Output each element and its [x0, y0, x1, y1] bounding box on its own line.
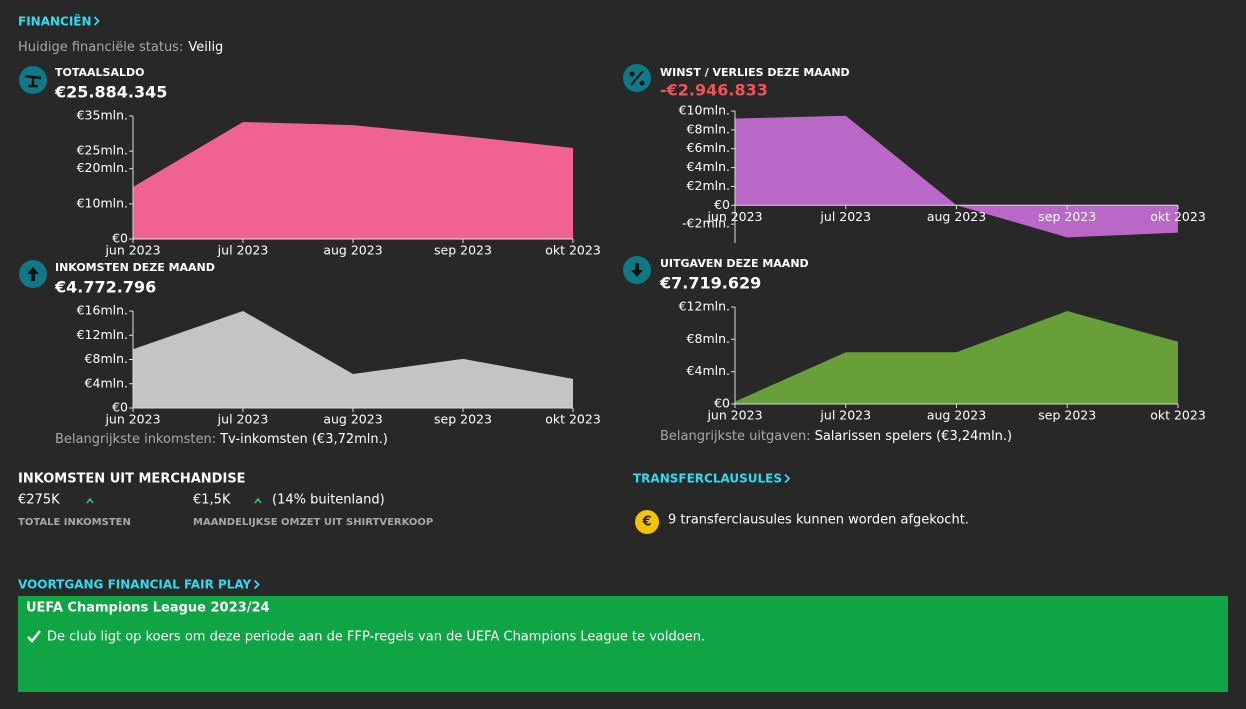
chart-panel: INKOMSTEN DEZE MAAND €4.772.796 €0 €4mln. €8…	[54, 261, 601, 447]
chart-panel: WINST / VERLIES DEZE MAAND -€2.946.833 -€2…	[660, 66, 1206, 243]
status-value: Veilig	[188, 40, 223, 55]
ffp-box-title: UEFA Champions League 2023/24	[26, 601, 270, 616]
y-tick-label: €10mln.	[679, 103, 730, 118]
merch-title: INKOMSTEN UIT MERCHANDISE	[18, 472, 246, 487]
area	[735, 311, 1178, 404]
x-tick-label: jun 2023	[104, 243, 160, 258]
euro-icon	[635, 510, 659, 534]
ffp-text: De club ligt op koers om deze periode aa…	[47, 630, 705, 645]
status-label: Huidige financiële status:	[18, 40, 183, 55]
panel-value: €7.719.629	[659, 274, 761, 293]
y-tick-label: €4mln.	[687, 363, 730, 378]
y-tick-label: €12mln.	[679, 299, 730, 314]
y-tick-label: €4mln.	[85, 375, 128, 390]
x-tick-label: sep 2023	[1038, 408, 1096, 423]
x-tick-label: aug 2023	[323, 412, 382, 427]
y-tick-label: €20mln.	[77, 160, 128, 175]
note-value: Salarissen spelers (€3,24mln.)	[815, 429, 1013, 444]
icon-balance	[19, 66, 47, 94]
x-tick-label: jul 2023	[217, 243, 269, 258]
x-tick-label: jul 2023	[819, 408, 871, 423]
y-tick-label: €0	[112, 400, 128, 415]
finance-link[interactable]: FINANCIËN	[18, 14, 92, 29]
note-value: Tv-inkomsten (€3,72mln.)	[219, 432, 388, 447]
up-arrow	[254, 497, 262, 504]
euro-symbol: €	[641, 515, 651, 530]
x-tick-label: okt 2023	[545, 412, 601, 427]
ffp-box	[18, 596, 1228, 692]
note-label: Belangrijkste inkomsten:	[55, 432, 216, 447]
y-tick-label: €25mln.	[77, 143, 128, 158]
x-tick-label: jul 2023	[819, 209, 871, 224]
y-tick-label: €0	[112, 231, 128, 246]
x-tick-label: okt 2023	[1150, 209, 1206, 224]
y-tick-label: €16mln.	[77, 303, 128, 318]
chart-panel: TOTAALSALDO €25.884.345 €0 €10mln. €20mln. €2…	[54, 66, 601, 258]
panel-title: WINST / VERLIES DEZE MAAND	[660, 66, 850, 79]
panel-value: €4.772.796	[54, 278, 156, 297]
x-tick-label: jul 2023	[217, 412, 269, 427]
note-label: Belangrijkste uitgaven:	[660, 429, 811, 444]
icon-profit	[623, 64, 651, 92]
x-tick-label: okt 2023	[1150, 408, 1206, 423]
transfer-link[interactable]: TRANSFERCLAUSULES	[633, 472, 782, 486]
icon-expense	[623, 256, 651, 284]
x-tick-label: aug 2023	[927, 209, 986, 224]
chevron	[784, 473, 791, 484]
check-icon	[27, 630, 41, 643]
panel-value: €25.884.345	[54, 83, 167, 102]
note: Belangrijkste uitgaven: Salarissen speler…	[660, 429, 1012, 444]
x-tick-label: sep 2023	[1038, 209, 1096, 224]
y-tick-label: €8mln.	[687, 331, 730, 346]
x-tick-label: sep 2023	[434, 243, 492, 258]
x-tick-label: aug 2023	[323, 243, 382, 258]
y-tick-label: €8mln.	[687, 121, 730, 136]
area	[133, 121, 573, 239]
merch-label: MAANDELIJKSE OMZET UIT SHIRTVERKOOP	[193, 517, 433, 528]
merch-label: TOTALE INKOMSTEN	[18, 517, 131, 528]
y-tick-label: €0	[714, 197, 730, 212]
transfer-text: 9 transferclausules kunnen worden afgeko…	[668, 513, 969, 528]
panel-title: TOTAALSALDO	[55, 66, 144, 79]
chevron	[253, 579, 260, 590]
chevron	[93, 16, 100, 26]
merch-extra: (14% buitenland)	[272, 493, 385, 508]
y-tick-label: €8mln.	[85, 351, 128, 366]
area	[133, 311, 573, 408]
y-tick-label: €6mln.	[687, 140, 730, 155]
y-tick-label: -€2mln.	[682, 216, 730, 231]
chart-panel: UITGAVEN DEZE MAAND €7.719.629 €0 €4mln. €8m…	[659, 257, 1206, 444]
y-tick-label: €12mln.	[77, 327, 128, 342]
merch-value: €1,5K	[193, 493, 231, 508]
y-tick-label: €0	[714, 396, 730, 411]
y-tick-label: €35mln.	[77, 108, 128, 123]
x-tick-label: okt 2023	[545, 243, 601, 258]
panel-title: UITGAVEN DEZE MAAND	[660, 257, 809, 270]
y-tick-label: €4mln.	[687, 159, 730, 174]
ffp-link[interactable]: VOORTGANG FINANCIAL FAIR PLAY	[18, 578, 252, 592]
x-tick-label: sep 2023	[434, 412, 492, 427]
x-tick-label: jun 2023	[706, 209, 762, 224]
up-arrow	[86, 497, 94, 504]
x-tick-label: jun 2023	[104, 412, 160, 427]
status: Huidige financiële status: Veilig	[18, 40, 223, 55]
x-tick-label: jun 2023	[706, 408, 762, 423]
note: Belangrijkste inkomsten: Tv-inkomsten (€3…	[55, 432, 388, 447]
panel-value: -€2.946.833	[660, 81, 768, 100]
y-tick-label: €10mln.	[77, 195, 128, 210]
merch-value: €275K	[18, 493, 60, 508]
x-tick-label: aug 2023	[927, 408, 986, 423]
icon-income	[19, 260, 47, 288]
y-tick-label: €2mln.	[687, 178, 730, 193]
panel-title: INKOMSTEN DEZE MAAND	[55, 261, 215, 274]
